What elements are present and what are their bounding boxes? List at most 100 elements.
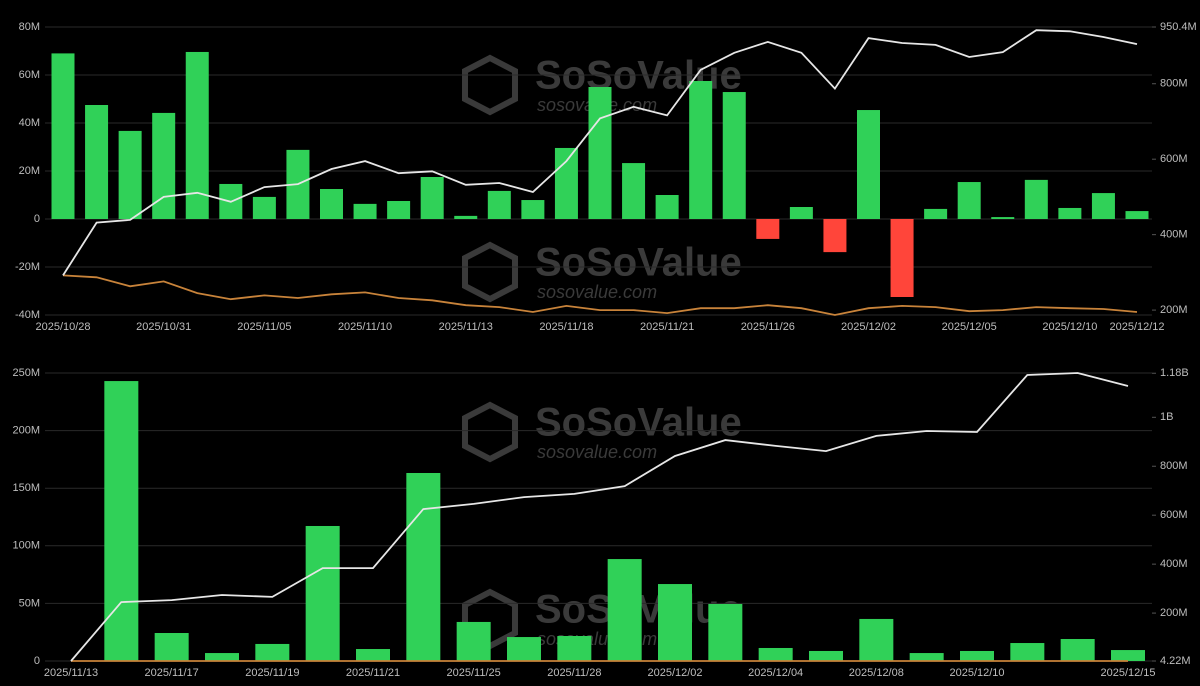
bar — [387, 201, 411, 219]
y2-tick-label: 200M — [1160, 607, 1188, 619]
y-tick-label: 40M — [19, 117, 40, 129]
bar — [756, 219, 780, 239]
bar — [1125, 211, 1149, 219]
bar — [857, 110, 880, 219]
bar — [252, 196, 276, 219]
bar — [909, 653, 944, 661]
x-tick-label: 2025/11/26 — [741, 321, 795, 333]
x-tick-label: 2025/11/13 — [439, 321, 493, 333]
watermark-brand: SoSoValue — [535, 241, 742, 285]
bar — [991, 217, 1015, 219]
bar — [320, 189, 343, 219]
bar — [154, 633, 189, 661]
y2-tick-label: 950.4M — [1160, 21, 1197, 33]
y2-tick-label: 4.22M — [1160, 655, 1191, 667]
bar — [960, 650, 994, 661]
bar — [722, 92, 746, 219]
chart-panel: -40M -20M 0 20M 40M 60M 80M 200M 400M 600M 800M 950… — [15, 21, 1197, 333]
bar — [823, 219, 847, 253]
x-tick-label: 2025/12/05 — [942, 321, 997, 333]
bar — [406, 472, 441, 661]
bar — [305, 525, 340, 661]
x-tick-label: 2025/12/10 — [949, 667, 1004, 679]
watermark: SoSoValue sosovalue.com — [462, 401, 742, 463]
x-tick-label: 2025/12/15 — [1100, 667, 1155, 679]
y2-tick-label: 1.18B — [1160, 367, 1189, 379]
watermark-site: sosovalue.com — [537, 442, 657, 462]
y-tick-label: 60M — [19, 69, 40, 81]
bar — [588, 87, 612, 219]
bar — [487, 190, 511, 219]
bar — [859, 618, 894, 661]
y-tick-label: 20M — [19, 165, 40, 177]
y-tick-label: 250M — [12, 367, 40, 379]
y-tick-label: -20M — [15, 261, 40, 273]
y2-tick-label: 800M — [1160, 78, 1188, 90]
bar — [689, 81, 713, 219]
watermark-site: sosovalue.com — [537, 282, 657, 302]
x-tick-label: 2025/11/21 — [346, 667, 400, 679]
bar — [1024, 179, 1048, 219]
y2-tick-label: 1B — [1160, 411, 1173, 423]
y-tick-label: 0 — [34, 655, 40, 667]
x-tick-label: 2025/10/28 — [35, 321, 90, 333]
x-tick-label: 2025/11/28 — [547, 667, 601, 679]
watermark-logo — [462, 54, 518, 116]
watermark: SoSoValue sosovalue.com — [462, 588, 742, 650]
x-tick-label: 2025/11/19 — [245, 667, 299, 679]
y2-tick-label: 400M — [1160, 558, 1188, 570]
bar — [789, 207, 813, 219]
chart-panel: 0 50M 100M 150M 200M 250M 4.22M 200M 400M 600M 800… — [12, 367, 1190, 679]
bar — [1111, 650, 1145, 661]
bar — [521, 200, 545, 219]
watermark-logo — [462, 241, 518, 303]
y2-tick-label: 600M — [1160, 153, 1188, 165]
x-tick-label: 2025/11/18 — [539, 321, 593, 333]
y2-tick-label: 200M — [1160, 304, 1188, 316]
bar — [708, 603, 743, 661]
line — [62, 29, 1138, 276]
bar — [456, 621, 491, 661]
y-tick-label: 200M — [12, 425, 40, 437]
bar — [1060, 638, 1095, 661]
x-tick-label: 2025/12/08 — [849, 667, 904, 679]
line — [70, 372, 1129, 662]
x-tick-label: 2025/12/10 — [1042, 321, 1097, 333]
bar — [1010, 643, 1045, 661]
x-tick-label: 2025/11/17 — [145, 667, 199, 679]
y2-tick-label: 800M — [1160, 460, 1188, 472]
bar — [622, 163, 646, 219]
x-tick-label: 2025/11/25 — [447, 667, 501, 679]
x-tick-label: 2025/12/12 — [1109, 321, 1164, 333]
y-tick-label: 0 — [34, 213, 40, 225]
y-tick-label: 50M — [19, 597, 40, 609]
y-tick-label: -40M — [15, 309, 40, 321]
bar — [890, 219, 914, 297]
y-tick-label: 80M — [19, 21, 40, 33]
bar — [607, 559, 642, 661]
y-tick-label: 150M — [12, 482, 40, 494]
bar — [554, 147, 578, 219]
x-tick-label: 2025/11/21 — [640, 321, 694, 333]
bar — [557, 636, 592, 661]
bar — [809, 650, 843, 661]
bar — [118, 130, 142, 219]
x-tick-label: 2025/12/02 — [647, 667, 702, 679]
x-tick-label: 2025/11/05 — [237, 321, 291, 333]
bar — [51, 53, 75, 220]
bar — [924, 208, 948, 219]
x-tick-label: 2025/12/02 — [841, 321, 896, 333]
bar — [758, 647, 793, 661]
bar — [205, 653, 239, 661]
bar — [454, 215, 478, 219]
bar — [1091, 193, 1115, 219]
bar — [507, 637, 541, 661]
bar — [353, 203, 377, 219]
bar — [658, 584, 692, 661]
watermark-brand: SoSoValue — [535, 401, 742, 445]
y-tick-label: 100M — [12, 540, 40, 552]
bar — [255, 643, 290, 661]
bar — [85, 105, 109, 219]
